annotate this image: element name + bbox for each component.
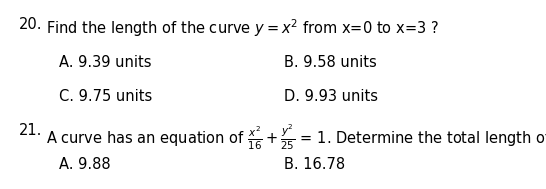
Text: A. 9.39 units: A. 9.39 units <box>59 56 151 70</box>
Text: 21.: 21. <box>19 123 42 138</box>
Text: A. 9.88: A. 9.88 <box>59 157 111 173</box>
Text: B. 16.78: B. 16.78 <box>284 157 345 173</box>
Text: Find the length of the curve $y = x^2$ from x=0 to x=3 ?: Find the length of the curve $y = x^2$ f… <box>45 17 438 39</box>
Text: D. 9.93 units: D. 9.93 units <box>284 89 378 104</box>
Text: A curve has an equation of $\frac{x^2}{16}+\frac{y^2}{25}$ = 1. Determine the to: A curve has an equation of $\frac{x^2}{1… <box>45 123 546 152</box>
Text: C. 9.75 units: C. 9.75 units <box>59 89 152 104</box>
Text: 20.: 20. <box>19 17 43 32</box>
Text: B. 9.58 units: B. 9.58 units <box>284 56 376 70</box>
